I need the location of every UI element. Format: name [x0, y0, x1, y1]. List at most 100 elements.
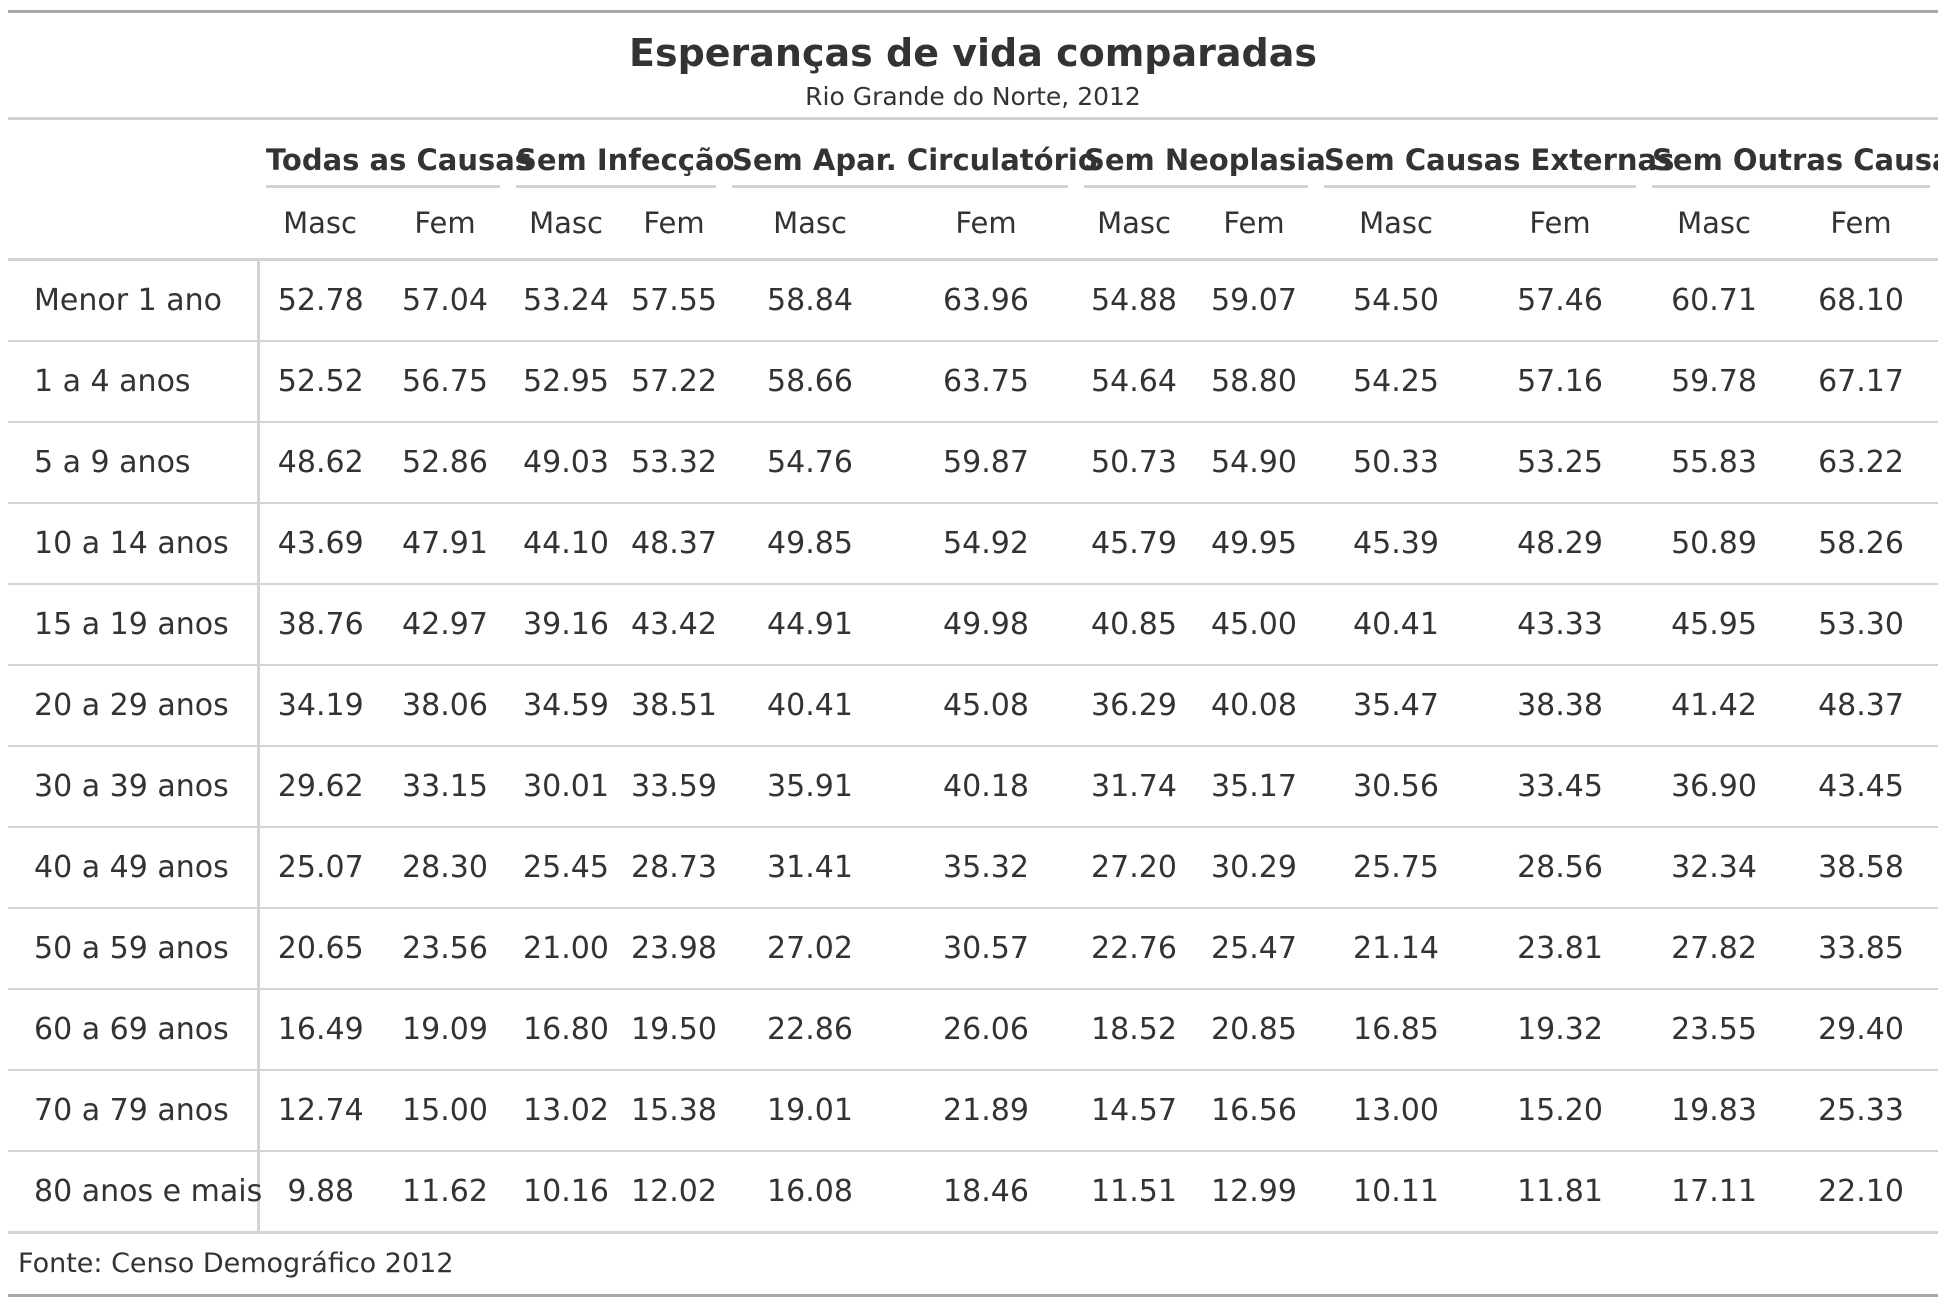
table-cell: 21.14 [1316, 908, 1476, 990]
top-border [8, 10, 1938, 13]
table-cell: 35.32 [896, 827, 1076, 909]
table-cell: 11.62 [382, 1151, 508, 1234]
table-cell: 27.20 [1076, 827, 1192, 909]
table-cell: 50.33 [1316, 422, 1476, 504]
table-cell: 28.73 [624, 827, 724, 909]
life-expectancy-table-container: Esperanças de vida comparadas Rio Grande… [8, 10, 1938, 1297]
table-cell: 43.42 [624, 584, 724, 666]
table-cell: 9.88 [258, 1151, 382, 1234]
table-cell: 54.64 [1076, 341, 1192, 423]
spanner-sem-infeccao: Sem Infecção [508, 117, 734, 188]
table-cell: 67.17 [1784, 341, 1938, 423]
table-cell: 54.25 [1316, 341, 1476, 423]
column-header-fem: Fem [1784, 188, 1938, 261]
table-cell: 40.18 [896, 746, 1076, 828]
table-cell: 44.10 [508, 503, 624, 585]
table-cell: 59.87 [896, 422, 1076, 504]
table-cell: 33.59 [624, 746, 724, 828]
table-row: 40 a 49 anos 25.07 28.30 25.45 28.73 31.41 35.… [8, 827, 1938, 909]
table-cell: 30.57 [896, 908, 1076, 990]
table-cell: 63.22 [1784, 422, 1938, 504]
table-cell: 57.46 [1476, 259, 1645, 342]
row-label: 70 a 79 anos [8, 1070, 260, 1152]
table-cell: 26.06 [896, 989, 1076, 1071]
table-row: 70 a 79 anos 12.74 15.00 13.02 15.38 19.01 21.… [8, 1070, 1938, 1152]
table-cell: 27.02 [724, 908, 896, 990]
table-row: 50 a 59 anos 20.65 23.56 21.00 23.98 27.02 30.… [8, 908, 1938, 990]
table-row: 60 a 69 anos 16.49 19.09 16.80 19.50 22.86 26.… [8, 989, 1938, 1071]
table-cell: 20.85 [1192, 989, 1316, 1071]
column-header-masc: Masc [1644, 188, 1785, 261]
table-cell: 16.80 [508, 989, 624, 1071]
table-cell: 59.07 [1192, 259, 1316, 342]
table-cell: 15.00 [382, 1070, 508, 1152]
row-label: 40 a 49 anos [8, 827, 260, 909]
column-header-row: Masc Fem Masc Fem Masc Fem Masc Fem Masc… [8, 188, 1938, 261]
life-expectancy-table: Todas as Causas Sem Infecção Sem Apar. C… [8, 117, 1938, 1234]
row-label: 15 a 19 anos [8, 584, 260, 666]
spanner-sem-causas-externas: Sem Causas Externas [1316, 117, 1674, 188]
table-cell: 49.85 [724, 503, 896, 585]
table-cell: 39.16 [508, 584, 624, 666]
table-cell: 43.69 [258, 503, 382, 585]
table-cell: 29.40 [1784, 989, 1938, 1071]
table-cell: 38.38 [1476, 665, 1645, 747]
table-cell: 57.22 [624, 341, 724, 423]
row-label: 80 anos e mais [8, 1151, 262, 1234]
table-subtitle: Rio Grande do Norte, 2012 [805, 82, 1141, 111]
row-label: 50 a 59 anos [8, 908, 260, 990]
table-cell: 63.75 [896, 341, 1076, 423]
spanner-sem-apar-circulatorio: Sem Apar. Circulatório [724, 117, 1098, 188]
spanner-todas-as-causas: Todas as Causas [258, 117, 532, 188]
row-label: 60 a 69 anos [8, 989, 260, 1071]
table-cell: 30.29 [1192, 827, 1316, 909]
table-cell: 14.57 [1076, 1070, 1192, 1152]
table-cell: 60.71 [1644, 259, 1785, 342]
table-cell: 41.42 [1644, 665, 1785, 747]
table-cell: 34.59 [508, 665, 624, 747]
table-cell: 45.08 [896, 665, 1076, 747]
table-cell: 12.02 [624, 1151, 724, 1234]
table-cell: 23.81 [1476, 908, 1645, 990]
table-cell: 16.49 [258, 989, 382, 1071]
table-cell: 30.01 [508, 746, 624, 828]
table-cell: 19.32 [1476, 989, 1645, 1071]
table-cell: 36.29 [1076, 665, 1192, 747]
table-cell: 45.39 [1316, 503, 1476, 585]
table-row: 20 a 29 anos 34.19 38.06 34.59 38.51 40.41 45.… [8, 665, 1938, 747]
table-cell: 15.38 [624, 1070, 724, 1152]
table-cell: 22.86 [724, 989, 896, 1071]
table-cell: 25.07 [258, 827, 382, 909]
table-cell: 11.81 [1476, 1151, 1645, 1234]
table-cell: 35.91 [724, 746, 896, 828]
table-cell: 57.55 [624, 259, 724, 342]
table-cell: 52.95 [508, 341, 624, 423]
table-cell: 12.99 [1192, 1151, 1316, 1234]
table-cell: 43.33 [1476, 584, 1645, 666]
table-cell: 45.00 [1192, 584, 1316, 666]
table-cell: 25.45 [508, 827, 624, 909]
table-cell: 40.41 [1316, 584, 1476, 666]
table-cell: 35.17 [1192, 746, 1316, 828]
table-cell: 43.45 [1784, 746, 1938, 828]
table-cell: 16.56 [1192, 1070, 1316, 1152]
table-cell: 45.79 [1076, 503, 1192, 585]
spanner-row: Todas as Causas Sem Infecção Sem Apar. C… [8, 117, 1938, 188]
table-cell: 38.06 [382, 665, 508, 747]
table-cell: 48.37 [624, 503, 724, 585]
table-cell: 44.91 [724, 584, 896, 666]
table-cell: 35.47 [1316, 665, 1476, 747]
column-header-masc: Masc [1076, 188, 1192, 261]
table-cell: 42.97 [382, 584, 508, 666]
table-title: Esperanças de vida comparadas [629, 31, 1317, 75]
row-label: 20 a 29 anos [8, 665, 260, 747]
table-row: 30 a 39 anos 29.62 33.15 30.01 33.59 35.91 40.… [8, 746, 1938, 828]
table-cell: 50.73 [1076, 422, 1192, 504]
table-cell: 49.98 [896, 584, 1076, 666]
row-label: 1 a 4 anos [8, 341, 260, 423]
spanner-sem-outras-causas: Sem Outras Causas [1644, 117, 1938, 188]
table-cell: 52.86 [382, 422, 508, 504]
column-header-masc: Masc [258, 188, 382, 261]
table-cell: 21.89 [896, 1070, 1076, 1152]
table-cell: 53.25 [1476, 422, 1645, 504]
